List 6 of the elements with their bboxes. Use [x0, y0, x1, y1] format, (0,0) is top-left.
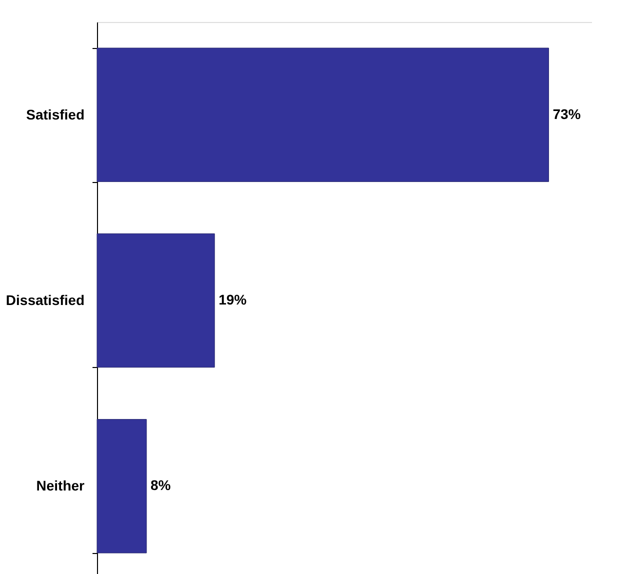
y-tick-label: Dissatisfied — [6, 292, 84, 308]
data-label: 19% — [218, 292, 248, 308]
y-tick-label: Satisfied — [26, 106, 84, 122]
data-label: 73% — [552, 106, 582, 122]
y-tick-label: Neither — [36, 478, 86, 494]
data-label: 8% — [150, 477, 172, 494]
